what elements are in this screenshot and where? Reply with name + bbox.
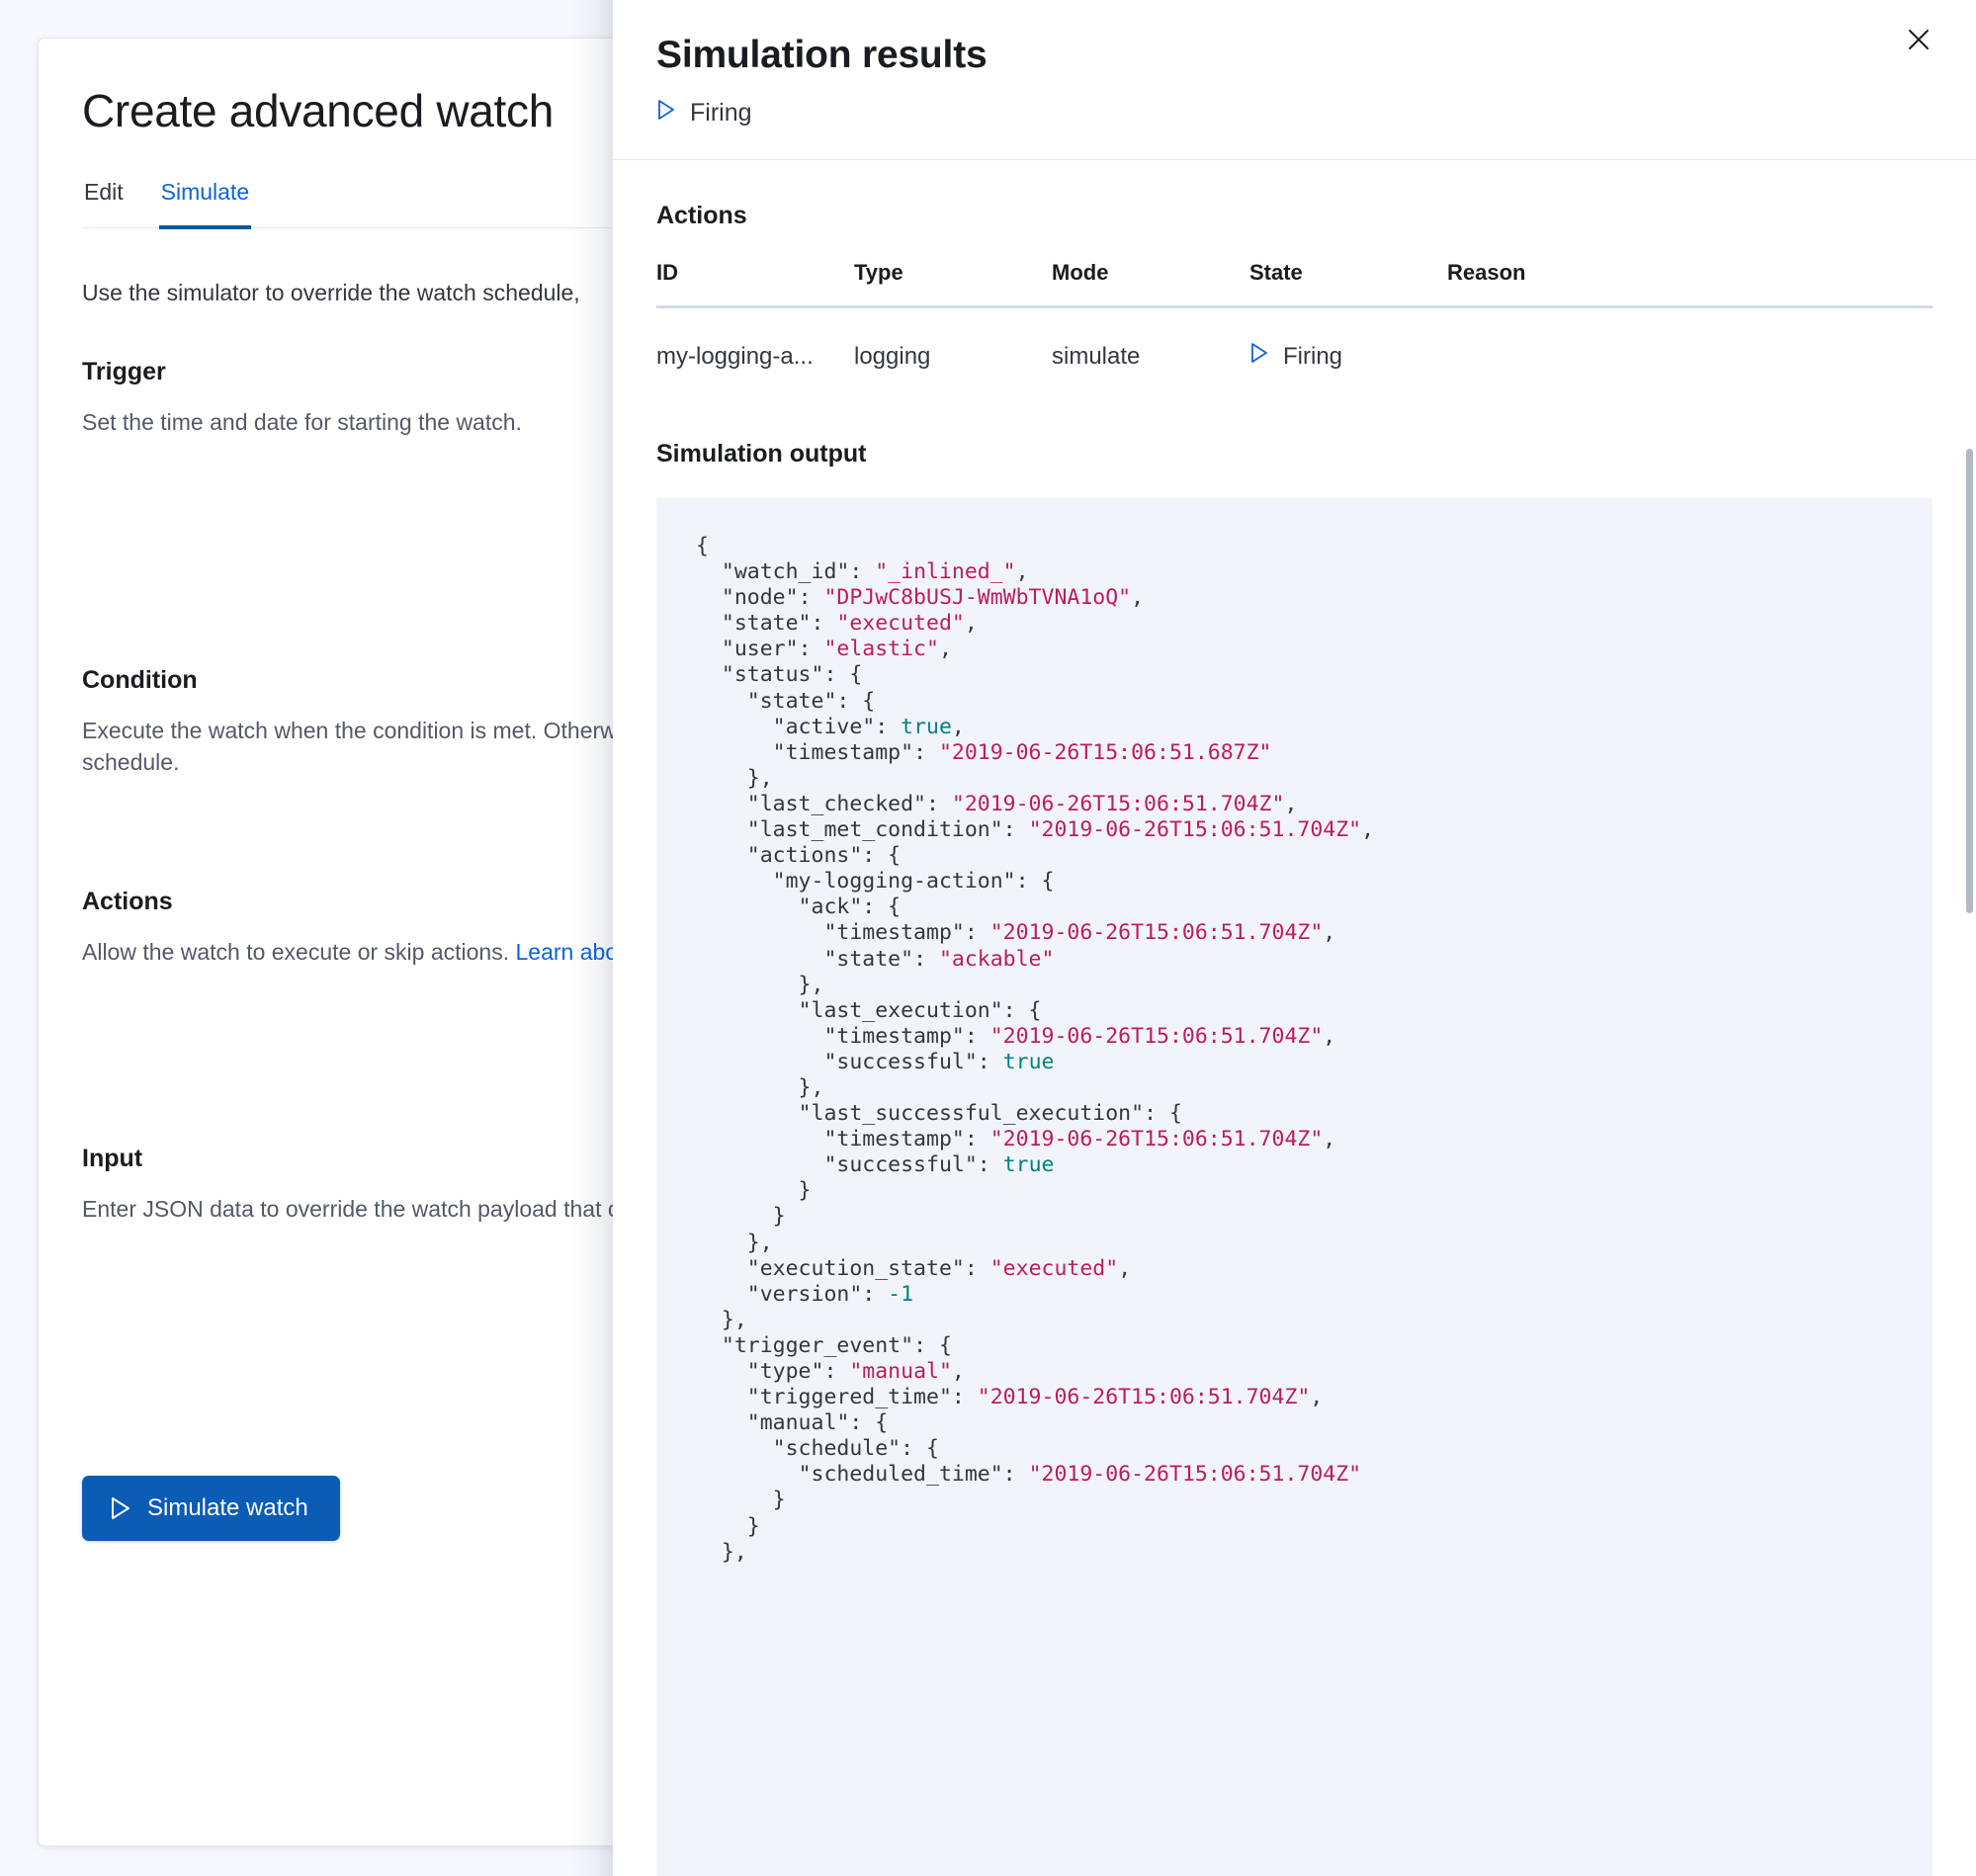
cell-type: logging	[854, 342, 931, 370]
flyout-title: Simulation results	[656, 34, 988, 76]
row-firing-play-icon	[1249, 342, 1269, 371]
section-trigger-title: Trigger	[82, 358, 166, 385]
close-icon[interactable]	[1897, 18, 1940, 61]
column-header-mode: Mode	[1052, 260, 1249, 308]
cell-mode: simulate	[1052, 342, 1141, 370]
simulation-output-code-panel: { "watch_id": "_inlined_", "node": "DPJw…	[656, 498, 1933, 1876]
flyout-header: Simulation results Firing	[613, 0, 1976, 160]
simulate-watch-button-label: Simulate watch	[147, 1494, 308, 1522]
simulation-results-flyout: Simulation results Firing Actions	[613, 0, 1976, 1876]
section-input-title: Input	[82, 1144, 143, 1172]
page-title: Create advanced watch	[82, 85, 554, 136]
column-header-type: Type	[854, 260, 1052, 308]
section-trigger: Trigger Set the time and date for starti…	[82, 358, 1150, 615]
cell-state: Firing	[1249, 307, 1447, 391]
simulator-intro-text: Use the simulator to override the watch …	[82, 280, 580, 305]
simulate-watch-button[interactable]: Simulate watch	[82, 1476, 340, 1542]
play-icon	[110, 1496, 131, 1520]
section-condition-title: Condition	[82, 665, 198, 694]
tab-edit[interactable]: Edit	[84, 179, 124, 205]
column-header-state: State	[1249, 260, 1447, 308]
actions-block-title: Actions	[656, 202, 747, 229]
cell-state-label: Firing	[1283, 342, 1343, 370]
simulation-output-json: { "watch_id": "_inlined_", "node": "DPJw…	[696, 534, 1375, 1565]
table-header-row: ID Type Mode State Reason	[656, 260, 1933, 308]
tab-simulate[interactable]: Simulate	[158, 173, 252, 229]
actions-table: ID Type Mode State Reason my-logging-a..…	[656, 260, 1933, 390]
simulation-output-title: Simulation output	[656, 440, 867, 468]
flyout-body: Actions ID Type Mode State Reason my-log…	[613, 160, 1976, 1876]
flyout-scrollbar-thumb[interactable]	[1966, 449, 1973, 913]
section-actions-title: Actions	[82, 887, 173, 915]
flyout-status-label: Firing	[690, 99, 752, 127]
section-actions-desc-text: Allow the watch to execute or skip actio…	[82, 938, 516, 965]
table-row: my-logging-a... logging simulate Firing	[656, 307, 1933, 391]
column-header-reason: Reason	[1447, 260, 1933, 308]
flyout-scrollbar[interactable]	[1962, 300, 1976, 1876]
section-trigger-desc: Set the time and date for starting the w…	[82, 409, 522, 435]
cell-reason	[1447, 307, 1933, 391]
cell-id: my-logging-a...	[656, 342, 814, 370]
firing-play-icon	[656, 99, 676, 128]
flyout-status: Firing	[656, 99, 1933, 128]
column-header-id: ID	[656, 260, 854, 308]
